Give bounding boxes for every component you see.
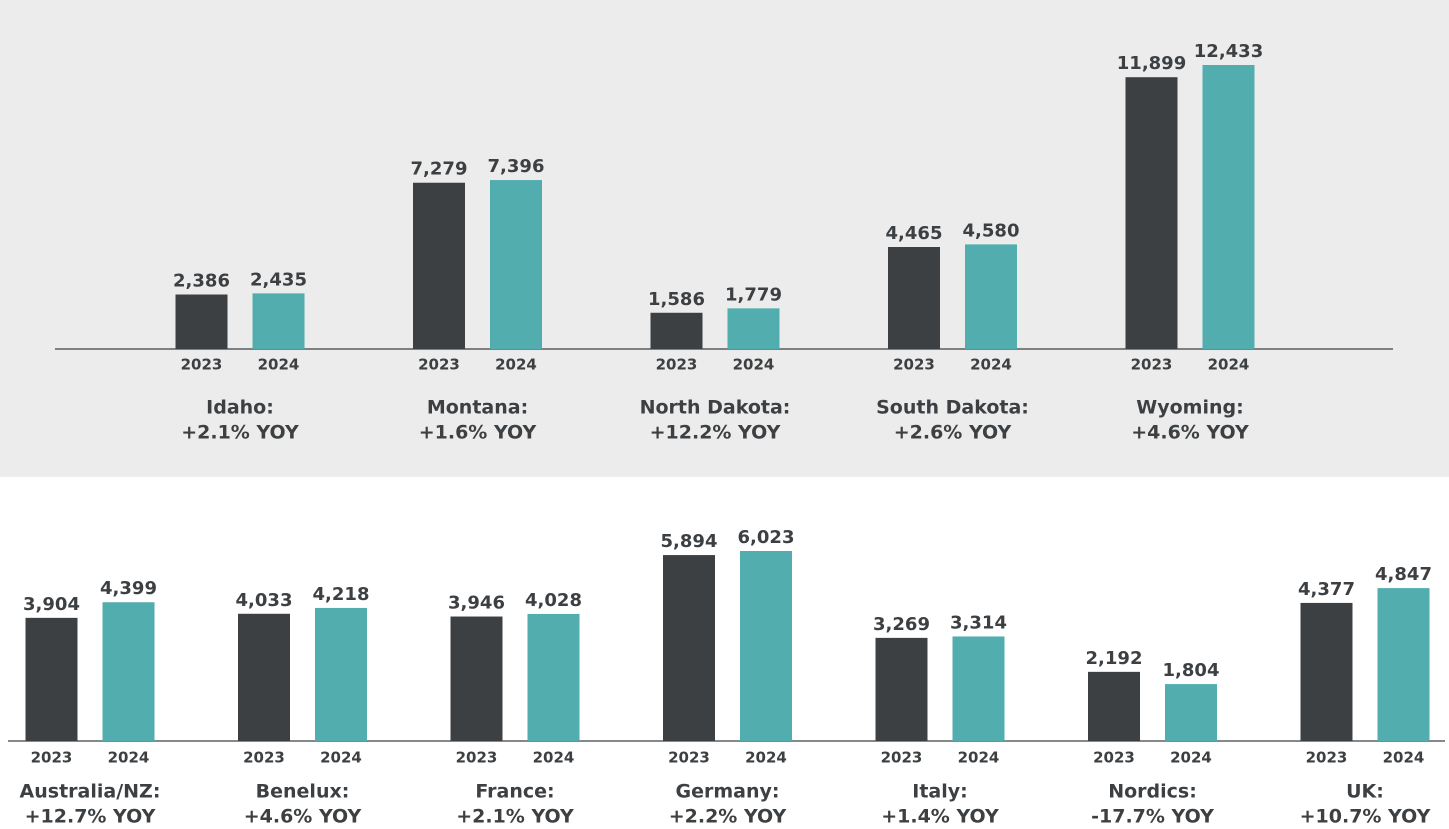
bar — [315, 607, 367, 741]
value-label: 4,218 — [313, 584, 370, 605]
year-label: 2024 — [1170, 749, 1212, 767]
category-note: +2.6% YOY — [894, 422, 1012, 444]
value-label: 7,279 — [411, 159, 468, 180]
year-label: 2023 — [656, 356, 698, 374]
year-label: 2023 — [1131, 356, 1173, 374]
value-label: 4,033 — [236, 590, 293, 611]
year-label: 2024 — [533, 749, 575, 767]
value-label: 11,899 — [1117, 53, 1186, 74]
category-label: UK: — [1346, 781, 1384, 803]
category-note: +4.6% YOY — [1131, 422, 1249, 444]
category-note: +1.4% YOY — [881, 806, 999, 828]
bar — [413, 182, 465, 349]
bar — [450, 616, 503, 741]
category-label: Australia/NZ: — [20, 781, 161, 803]
bar — [175, 294, 228, 349]
bar — [740, 551, 792, 741]
value-label: 1,779 — [725, 284, 782, 305]
year-label: 2023 — [243, 749, 285, 767]
value-label: 4,377 — [1298, 579, 1355, 600]
value-label: 5,894 — [661, 531, 718, 552]
year-label: 2024 — [1208, 356, 1250, 374]
bar — [875, 637, 928, 741]
year-label: 2024 — [733, 356, 775, 374]
value-label: 4,847 — [1375, 564, 1432, 585]
value-label: 1,804 — [1163, 660, 1220, 681]
category-label: North Dakota: — [640, 397, 791, 419]
value-label: 1,586 — [648, 289, 705, 310]
value-label: 3,314 — [950, 612, 1007, 633]
bar — [1300, 602, 1353, 741]
category-note: +2.1% YOY — [181, 422, 299, 444]
value-label: 12,433 — [1194, 41, 1263, 62]
bar — [102, 602, 155, 741]
bar — [1377, 588, 1430, 741]
category-label: France: — [475, 781, 554, 803]
value-label: 4,028 — [525, 590, 582, 611]
bar — [1088, 671, 1140, 741]
value-label: 3,269 — [873, 614, 930, 635]
bar — [25, 617, 78, 741]
year-label: 2024 — [745, 749, 787, 767]
bar — [1202, 65, 1255, 349]
value-label: 3,904 — [23, 594, 80, 615]
year-label: 2023 — [181, 356, 223, 374]
bar — [888, 247, 940, 349]
bar — [252, 293, 305, 349]
category-note: -17.7% YOY — [1091, 806, 1214, 828]
value-label: 4,399 — [100, 578, 157, 599]
category-label: Montana: — [427, 397, 528, 419]
category-note: +1.6% YOY — [419, 422, 537, 444]
category-note: +4.6% YOY — [244, 806, 362, 828]
bar — [663, 555, 715, 741]
value-label: 7,396 — [488, 156, 545, 177]
bar — [490, 180, 542, 349]
category-note: +12.2% YOY — [650, 422, 781, 444]
value-label: 2,386 — [173, 270, 230, 291]
year-label: 2024 — [495, 356, 537, 374]
value-label: 2,435 — [250, 269, 307, 290]
year-label: 2024 — [1383, 749, 1425, 767]
category-label: Wyoming: — [1136, 397, 1243, 419]
bar — [238, 613, 290, 741]
bar — [965, 244, 1017, 349]
value-label: 2,192 — [1086, 648, 1143, 669]
bar — [727, 308, 780, 349]
year-label: 2023 — [1306, 749, 1348, 767]
year-label: 2023 — [1093, 749, 1135, 767]
category-label: Germany: — [676, 781, 780, 803]
value-label: 6,023 — [738, 527, 795, 548]
category-label: Idaho: — [206, 397, 274, 419]
bar — [952, 636, 1005, 741]
bar — [1165, 684, 1217, 741]
category-note: +2.2% YOY — [669, 806, 787, 828]
year-label: 2023 — [893, 356, 935, 374]
bar — [527, 613, 580, 741]
year-label: 2023 — [31, 749, 73, 767]
bar — [1125, 77, 1178, 349]
category-label: Italy: — [912, 781, 967, 803]
year-label: 2024 — [108, 749, 150, 767]
category-label: Benelux: — [256, 781, 350, 803]
category-label: Nordics: — [1108, 781, 1197, 803]
year-label: 2023 — [668, 749, 710, 767]
year-label: 2024 — [320, 749, 362, 767]
year-label: 2023 — [881, 749, 923, 767]
year-label: 2024 — [958, 749, 1000, 767]
year-label: 2024 — [258, 356, 300, 374]
value-label: 4,580 — [963, 220, 1020, 241]
year-label: 2023 — [456, 749, 498, 767]
category-label: South Dakota: — [876, 397, 1029, 419]
year-label: 2024 — [970, 356, 1012, 374]
bar — [650, 312, 703, 349]
year-label: 2023 — [418, 356, 460, 374]
category-note: +2.1% YOY — [456, 806, 574, 828]
category-note: +10.7% YOY — [1300, 806, 1431, 828]
value-label: 3,946 — [448, 593, 505, 614]
value-label: 4,465 — [886, 223, 943, 244]
category-note: +12.7% YOY — [25, 806, 156, 828]
